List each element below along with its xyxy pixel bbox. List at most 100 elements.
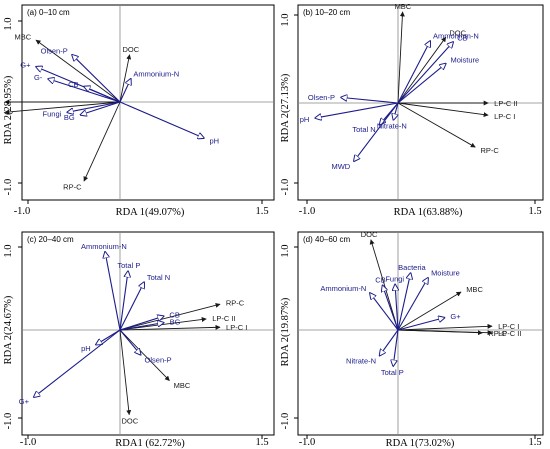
vector-lp-c-i	[397, 102, 489, 118]
vector-bg	[80, 101, 121, 115]
panel-d-ylabel: RDA 2(19.87%)	[280, 297, 291, 366]
panel-b-frame	[297, 4, 544, 201]
vector-lp-c-i	[119, 324, 221, 331]
vector-label-ph: pH	[81, 344, 91, 353]
vector-ammonium-n	[370, 293, 399, 331]
vector-ammonium-n	[105, 252, 121, 331]
vector-rp-c	[397, 102, 476, 148]
panel-c-ylabel: RDA 2(24.67%)	[3, 295, 14, 364]
vector-label-olsen-p: Olsen-P	[308, 93, 335, 102]
panel-a-xtick-min: -1.0	[14, 206, 31, 217]
vector-label-lp-c-ii: LP-C II	[212, 314, 235, 323]
vector-label-lp-c-i: LP-C I	[226, 323, 247, 332]
vector-label-olsen-p: Olsen-P	[41, 46, 68, 55]
vector-nitrate-n	[393, 102, 399, 120]
vector-label-doc: DOC	[361, 230, 378, 239]
vector-label-ammonium-n: Ammonium-N	[433, 32, 479, 41]
panel-c-ytick-max: 1.0	[3, 244, 14, 257]
vector-olsen-p	[341, 97, 399, 104]
vector-label-mbc: MBC	[466, 285, 483, 294]
vector-label-ammonium-n: Ammonium-N	[81, 242, 127, 251]
vector-moisture	[397, 278, 428, 331]
panel-d-xtick-min: -1.0	[299, 437, 316, 448]
vector-label-olsen-p: Olsen-P	[145, 355, 172, 364]
vector-label-moisture: Moisture	[450, 56, 479, 65]
vector-mbc	[119, 329, 170, 381]
vector-mbc	[397, 11, 405, 104]
vector-label-nitrate-n: Nitrate-N	[346, 357, 376, 366]
vector-label-cb: CB	[457, 33, 467, 42]
vector-label-doc: DOC	[122, 417, 139, 426]
vector-moisture	[397, 64, 446, 104]
vector-ph	[315, 102, 399, 118]
panel-c-xtick-max: 1.5	[255, 437, 268, 448]
vector-total-n	[119, 282, 144, 331]
panel-d-title: (d) 40–60 cm	[303, 235, 350, 244]
vector-rp-c	[119, 302, 221, 331]
vector-fungi	[395, 284, 398, 331]
panel-b-ytick-max: 1.0	[280, 13, 291, 26]
vector-label-rp-c: RP-C	[480, 146, 499, 155]
vector-cb	[84, 87, 121, 103]
vector-mbc	[35, 39, 121, 103]
vector-label-rp-c: RP-C	[488, 329, 507, 338]
vector-bg	[119, 323, 164, 331]
vector-fungi	[67, 101, 121, 112]
vector-label-cb: CB	[375, 276, 385, 285]
vector-label-doc: DOC	[122, 45, 139, 54]
vector-label-ammonium-n: Ammonium-N	[133, 69, 179, 78]
vector-label-mwd: MWD	[331, 162, 350, 171]
vector-label-bg: BG	[64, 113, 75, 122]
vector-cb	[119, 316, 164, 331]
vector-olsen-p	[72, 55, 121, 103]
panel-d-ytick-min: -1.0	[280, 413, 291, 430]
panel-c-xlabel: RDA1 (62.72%)	[115, 438, 185, 449]
panel-a-ytick-max: 1.0	[3, 17, 14, 30]
vector-label-moisture: Moisture	[431, 269, 460, 278]
panel-b-marks: MBC DOC LP-C II LP-C I RP-C Ammonium-NCB Moist…	[294, 2, 543, 204]
vector-label-cb: CB	[169, 310, 179, 319]
vector-label-rp-c: RP-C	[63, 183, 82, 192]
vector-olsen-p	[119, 329, 141, 355]
panel-c-title: (c) 20–40 cm	[27, 235, 74, 244]
vector-g	[48, 79, 121, 103]
vector-label-lp-c-i: LP-C I	[494, 112, 515, 121]
vector-label-bacteria: Bacteria	[398, 263, 426, 272]
panel-d-frame	[297, 231, 544, 436]
vector-lp-c-i	[4, 101, 121, 115]
vector-ph	[119, 101, 204, 138]
vector-label-ammonium-n: Ammonium-N	[320, 284, 366, 293]
vector-label-mbc: MBC	[14, 33, 31, 42]
vector-nitrate-n	[380, 329, 399, 356]
panel-b: (b) 10–20 cm MBC DOC LP-C II LP-C I RP-C Ammo…	[280, 2, 544, 218]
vector-label-fungi: Fungi	[43, 109, 62, 118]
panel-b-ylabel: RDA 2(27.13%)	[280, 73, 291, 142]
vector-label-g: G+	[450, 312, 461, 321]
vector-label-fungi: Fungi	[385, 274, 404, 283]
vector-label-nitrate-n: Nitrate-N	[377, 122, 407, 131]
vector-lp-c-i	[397, 323, 493, 331]
panel-c-xtick-min: -1.0	[20, 437, 37, 448]
panel-c-ytick-min: -1.0	[3, 413, 14, 430]
panel-d-ytick-max: 1.0	[280, 244, 291, 257]
vector-label-mbc: MBC	[395, 2, 412, 11]
panel-c-frame	[21, 231, 275, 436]
vector-label-cb: CB	[68, 80, 78, 89]
vector-ammonium-n	[397, 41, 430, 104]
vector-total-p	[393, 329, 399, 366]
vector-label-bg: BG	[170, 318, 181, 327]
vector-rp-c	[83, 101, 121, 182]
vector-label-mbc: MBC	[174, 381, 191, 390]
panel-b-title: (b) 10–20 cm	[303, 8, 350, 17]
vector-mwd	[354, 102, 399, 161]
panel-a-title: (a) 0–10 cm	[27, 8, 70, 17]
vector-label-g: G-	[34, 73, 43, 82]
panel-a-ytick-min: -1.0	[3, 179, 14, 196]
vector-ammonium-n	[119, 79, 131, 103]
vector-total-p	[119, 271, 128, 331]
